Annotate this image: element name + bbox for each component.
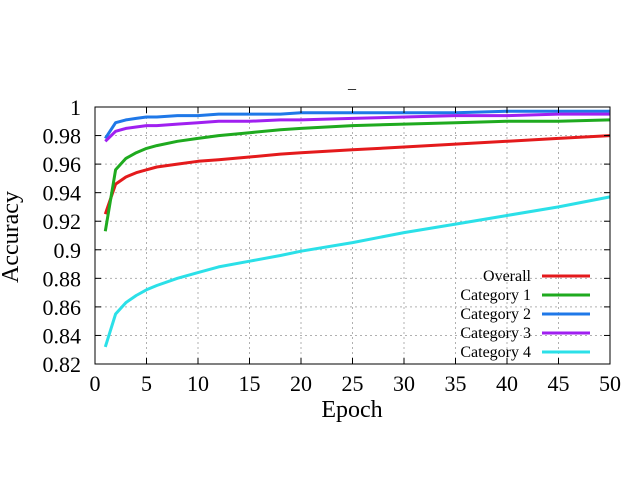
x-tick-label: 45	[548, 371, 570, 396]
legend-label: Category 3	[460, 325, 531, 342]
x-tick-label: 25	[342, 371, 364, 396]
y-axis-label: Accuracy	[0, 191, 24, 283]
x-axis-label: Epoch	[321, 397, 382, 423]
y-tick-label: 0.96	[43, 152, 82, 177]
grid	[95, 107, 610, 364]
series-line-category-2	[104, 109, 610, 140]
series-line-category-3	[104, 112, 610, 143]
x-tick-label: 30	[393, 371, 415, 396]
x-tick-label: 40	[496, 371, 518, 396]
y-tick-label: 0.82	[43, 352, 82, 377]
legend-label: Overall	[483, 268, 532, 285]
x-tick-label: 15	[239, 371, 261, 396]
x-tick-label: 35	[445, 371, 467, 396]
x-tick-label: 10	[187, 371, 209, 396]
y-tick-label: 0.92	[43, 209, 82, 234]
x-tick-label: 20	[290, 371, 312, 396]
y-tick-label: 0.88	[43, 266, 82, 291]
legend-label: Category 4	[460, 344, 531, 361]
x-tick-label: 50	[599, 371, 621, 396]
plot-area	[103, 109, 611, 348]
x-tick-label: 5	[141, 371, 152, 396]
chart-title: _	[347, 75, 357, 92]
series-line-category-4	[103, 195, 611, 348]
y-tick-label: 0.94	[43, 181, 82, 206]
y-tick-label: 0.86	[43, 295, 82, 320]
series-line-overall	[103, 134, 611, 215]
legend-label: Category 1	[460, 287, 531, 304]
plot-frame	[94, 106, 611, 365]
y-tick-label: 0.98	[43, 124, 82, 149]
legend: Overall Category 1 Category 2 Category 3 Cat…	[460, 268, 590, 361]
legend-label: Category 2	[460, 306, 531, 323]
x-tick-label: 0	[90, 371, 101, 396]
y-tick-label: 0.9	[54, 238, 82, 263]
series-line-category-1	[103, 118, 611, 232]
y-tick-label: 1	[70, 95, 81, 120]
axis-ticks: 0 5 10 15 20 25 30 35 40 45 50 0.82 0.84 0.86 0.88 0.9 0…	[43, 95, 622, 396]
y-tick-label: 0.84	[43, 323, 82, 348]
